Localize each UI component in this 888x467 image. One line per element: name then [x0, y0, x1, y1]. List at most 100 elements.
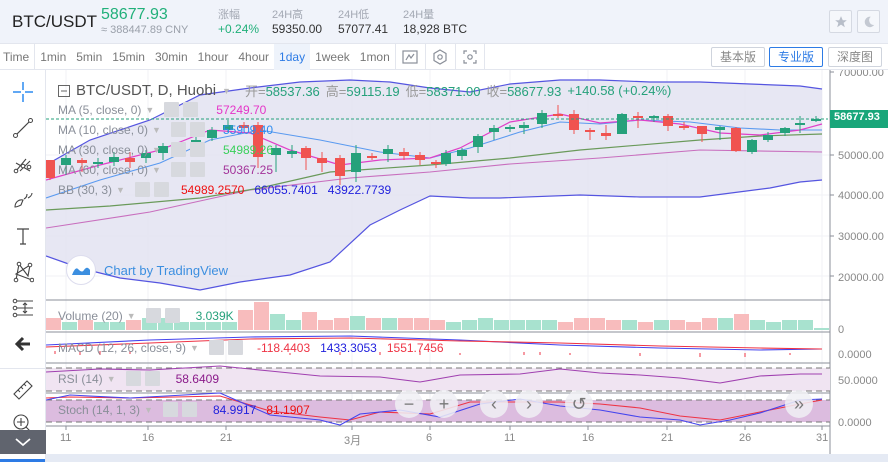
close-icon[interactable]: [189, 122, 205, 137]
brush-icon: [14, 192, 33, 208]
legend-ma30: MA (30, close, 0) ▼ 54989.26: [58, 142, 274, 157]
interval-time[interactable]: Time: [0, 43, 36, 70]
scroll-left-button[interactable]: ‹: [480, 390, 508, 418]
stat-high: 24H高 59350.00: [272, 9, 323, 36]
go-to-latest-button[interactable]: »: [785, 390, 813, 418]
gear-icon[interactable]: [208, 340, 224, 355]
tradingview-watermark[interactable]: Chart by TradingView: [66, 255, 228, 285]
gear-icon[interactable]: [145, 308, 161, 323]
theme-toggle-button[interactable]: [857, 10, 880, 33]
gear-icon[interactable]: [170, 142, 186, 157]
sidebar-divider: [0, 368, 46, 369]
legend-rsi: RSI (14) ▼ 58.6409: [58, 371, 219, 386]
trend-line-icon: [13, 118, 33, 138]
chevron-down-icon: [15, 438, 31, 447]
pitchfork-tool[interactable]: [9, 150, 37, 178]
close-icon[interactable]: [189, 142, 205, 157]
legend-bb: BB (30, 3) ▼ 54989.2570 66055.7401 43922.…: [58, 182, 392, 197]
settings-hex-icon: [433, 48, 447, 65]
zoom-in-icon: [13, 414, 33, 434]
legend-stoch: Stoch (14, 1, 3) ▼ 84.9917 81.1907: [58, 402, 310, 417]
favorite-button[interactable]: [829, 10, 852, 33]
gear-icon[interactable]: [170, 122, 186, 137]
scroll-right-button[interactable]: ›: [515, 390, 543, 418]
last-price-tag: 58677.93: [834, 111, 880, 123]
gear-icon[interactable]: [134, 182, 150, 197]
ohlc-close: 58677.93: [507, 84, 562, 99]
stat-change: 涨幅 +0.24%: [218, 9, 260, 36]
view-basic-button[interactable]: 基本版: [711, 47, 765, 67]
rsi-axis-50: 50.0000: [838, 375, 878, 387]
sidebar-active-indicator: [0, 459, 45, 462]
symbol-caret[interactable]: ▼: [222, 85, 231, 96]
symbol-title[interactable]: BTC/USDT, D, Huobi: [76, 82, 217, 99]
zoom-tool[interactable]: [9, 410, 37, 438]
legend-ma10: MA (10, close, 0) ▼ 55909.40: [58, 122, 274, 137]
y-tick-40000: 40000.00: [838, 190, 884, 202]
interval-1week[interactable]: 1week: [315, 49, 350, 64]
chart-settings-button[interactable]: [424, 43, 455, 70]
scroll-right-icon: ›: [526, 393, 532, 414]
gear-icon[interactable]: [170, 162, 186, 177]
close-icon[interactable]: [164, 308, 180, 323]
legend-volume: Volume (20) ▼ 3.039K: [58, 308, 234, 323]
gear-icon[interactable]: [162, 402, 178, 417]
y-tick-70000: 70000.00: [838, 70, 884, 79]
pair-name: BTC/USDT: [12, 12, 97, 31]
crosshair-tool[interactable]: [9, 78, 37, 106]
interval-30min[interactable]: 30min: [154, 49, 188, 64]
indicators-button[interactable]: [394, 43, 425, 70]
candlesticks: [45, 105, 821, 185]
interval-15min[interactable]: 15min: [112, 49, 145, 64]
zoom-in-button[interactable]: +: [430, 390, 458, 418]
interval-1day[interactable]: 1day: [274, 43, 311, 70]
chart-area[interactable]: 70000.00 50000.00 40000.00 30000.00 2000…: [45, 67, 888, 462]
gear-icon[interactable]: [125, 371, 141, 386]
symbol-legend: BTC/USDT, D, Huobi ▼ 开=58537.36 高=59115.…: [58, 81, 671, 100]
reset-button[interactable]: ↺: [565, 390, 593, 418]
x-axis: 11 16 21 3月 6 11 16 21 26 31: [60, 432, 829, 447]
scroll-strip[interactable]: [46, 454, 888, 462]
text-tool[interactable]: [9, 222, 37, 250]
pattern-icon: [13, 261, 34, 283]
view-depth-button[interactable]: 深度图: [828, 47, 882, 67]
tradingview-logo-icon: [72, 267, 90, 275]
screenshot-button[interactable]: [454, 43, 485, 70]
reset-icon: ↺: [571, 393, 587, 414]
ohlc-high: 59115.19: [346, 84, 400, 99]
view-pro-button[interactable]: 专业版: [769, 47, 823, 67]
y-tick-50000: 50000.00: [838, 150, 884, 162]
close-icon[interactable]: [153, 182, 169, 197]
stat-volume: 24H量 18,928 BTC: [403, 9, 468, 36]
zoom-out-button[interactable]: −: [395, 390, 423, 418]
interval-1min[interactable]: 1min: [40, 49, 67, 64]
interval-4hour[interactable]: 4hour: [238, 49, 270, 64]
close-icon[interactable]: [183, 102, 199, 117]
interval-1hour[interactable]: 1hour: [197, 49, 229, 64]
last-price: 58677.93: [101, 6, 168, 23]
interval-1mon[interactable]: 1mon: [359, 49, 390, 64]
back-tool[interactable]: [9, 330, 37, 358]
legend-ma60: MA (60, close, 0) ▼ 50367.25: [58, 162, 274, 177]
pattern-tool[interactable]: [9, 258, 37, 286]
ruler-icon: [13, 380, 33, 400]
price-chart-canvas[interactable]: 70000.00 50000.00 40000.00 30000.00 2000…: [45, 67, 888, 462]
close-icon[interactable]: [227, 340, 243, 355]
go-to-latest-icon: »: [793, 393, 804, 414]
collapse-sidebar-button[interactable]: [0, 430, 46, 454]
gear-icon[interactable]: [164, 102, 180, 117]
close-icon[interactable]: [144, 371, 160, 386]
macd-axis-0: 0.0000: [838, 349, 872, 361]
cny-price: ≈ 388447.89 CNY: [101, 24, 189, 36]
interval-5min[interactable]: 5min: [76, 49, 103, 64]
collapse-legend-icon[interactable]: [58, 84, 70, 97]
market-header: BTC/USDT 58677.93 ≈ 388447.89 CNY 涨幅 +0.…: [0, 0, 888, 44]
measure-lines-tool[interactable]: [9, 294, 37, 322]
volume-bars: [46, 302, 829, 330]
brush-tool[interactable]: [9, 186, 37, 214]
stoch-axis-0: 0.0000: [838, 417, 872, 429]
close-icon[interactable]: [181, 402, 197, 417]
ruler-tool[interactable]: [9, 376, 37, 404]
close-icon[interactable]: [189, 162, 205, 177]
trend-line-tool[interactable]: [9, 114, 37, 142]
